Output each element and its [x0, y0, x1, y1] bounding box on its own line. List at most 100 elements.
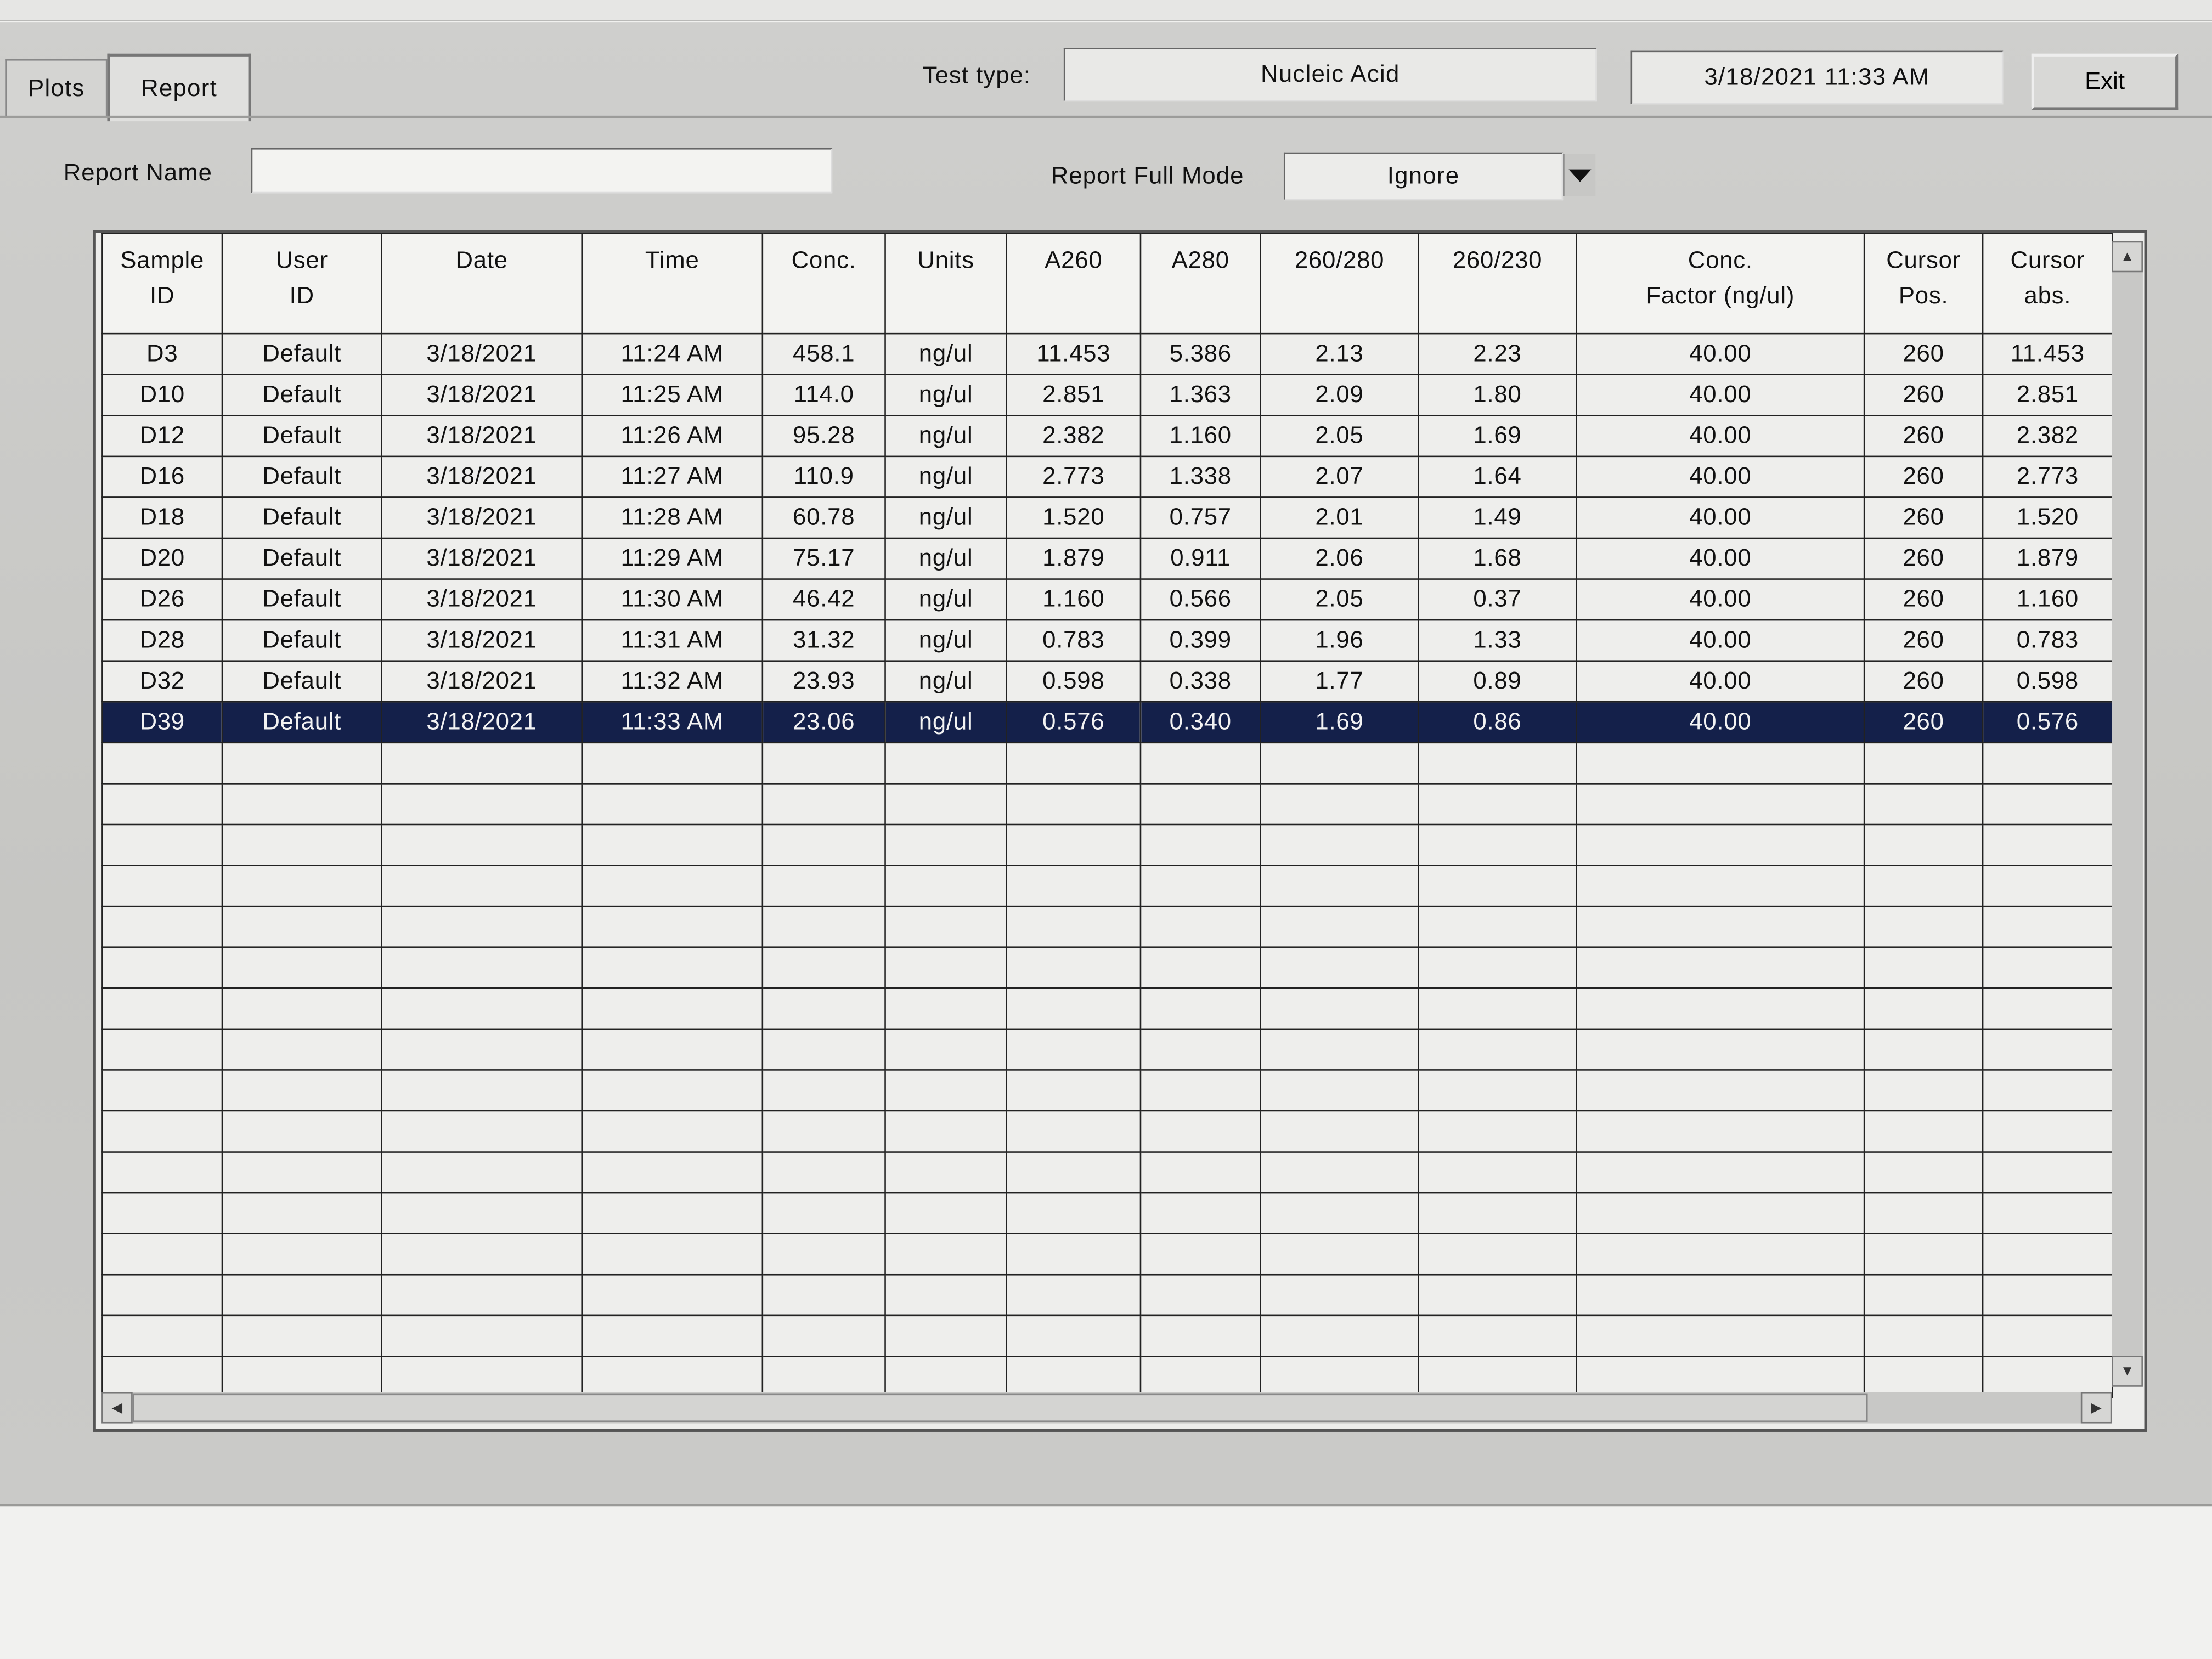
- table-row[interactable]: D32 Default 3/18/2021 11:32 AM 23.93 ng/ul 0.5…: [101, 660, 2113, 703]
- table-cell: D20: [101, 537, 223, 580]
- empty-cell: [101, 1356, 223, 1398]
- empty-cell: [1418, 823, 1577, 866]
- table-cell: 11:31 AM: [581, 619, 764, 662]
- empty-cell: [1418, 987, 1577, 1030]
- tab-plots[interactable]: Plots: [5, 59, 108, 117]
- empty-cell: [1982, 1273, 2113, 1317]
- empty-table-row[interactable]: [101, 987, 2113, 1030]
- column-header[interactable]: 260/230: [1418, 233, 1577, 335]
- table-row[interactable]: D39 Default 3/18/2021 11:33 AM 23.06 ng/ul 0.5…: [101, 701, 2113, 744]
- empty-table-row[interactable]: [101, 823, 2113, 866]
- column-header[interactable]: User ID: [221, 233, 382, 335]
- empty-table-row[interactable]: [101, 1151, 2113, 1194]
- empty-table-row[interactable]: [101, 865, 2113, 907]
- column-header[interactable]: Time: [581, 233, 764, 335]
- empty-table-row[interactable]: [101, 1069, 2113, 1112]
- report-full-mode-select[interactable]: Ignore: [1283, 152, 1564, 201]
- empty-cell: [381, 1233, 583, 1276]
- table-cell: 40.00: [1576, 537, 1865, 580]
- table-row[interactable]: D28 Default 3/18/2021 11:31 AM 31.32 ng/ul 0.7…: [101, 619, 2113, 662]
- empty-table-row[interactable]: [101, 1356, 2113, 1398]
- empty-table-row[interactable]: [101, 1273, 2113, 1317]
- column-header[interactable]: Cursor abs.: [1982, 233, 2113, 335]
- table-row[interactable]: D3 Default 3/18/2021 11:24 AM 458.1 ng/ul 11.4…: [101, 332, 2113, 375]
- empty-table-row[interactable]: [101, 1192, 2113, 1234]
- table-row[interactable]: D18 Default 3/18/2021 11:28 AM 60.78 ng/ul 1.5…: [101, 496, 2113, 539]
- empty-cell: [221, 1273, 382, 1317]
- empty-cell: [1982, 1314, 2113, 1357]
- table-row[interactable]: D12 Default 3/18/2021 11:26 AM 95.28 ng/ul 2.3…: [101, 414, 2113, 458]
- table-cell: 5.386: [1139, 332, 1261, 375]
- empty-cell: [1260, 1356, 1419, 1398]
- empty-cell: [581, 1151, 764, 1194]
- table-cell: 11:32 AM: [581, 660, 764, 703]
- dropdown-arrow-button[interactable]: [1563, 154, 1596, 196]
- empty-table-row[interactable]: [101, 1110, 2113, 1153]
- scroll-left-button[interactable]: ◀: [101, 1392, 133, 1424]
- column-header[interactable]: Date: [381, 233, 583, 335]
- table-cell: 2.01: [1260, 496, 1419, 539]
- column-header[interactable]: Conc.: [761, 233, 886, 335]
- empty-cell: [101, 823, 223, 866]
- empty-cell: [1863, 742, 1984, 785]
- horizontal-scroll-thumb[interactable]: [132, 1393, 1868, 1422]
- table-cell: 40.00: [1576, 374, 1865, 416]
- empty-cell: [101, 742, 223, 785]
- empty-cell: [381, 1314, 583, 1357]
- column-header[interactable]: Units: [884, 233, 1007, 335]
- empty-cell: [761, 742, 886, 785]
- empty-table-row[interactable]: [101, 1233, 2113, 1276]
- table-cell: 0.86: [1418, 701, 1577, 744]
- table-cell: 260: [1863, 374, 1984, 416]
- report-name-input[interactable]: [251, 148, 833, 194]
- table-row[interactable]: D16 Default 3/18/2021 11:27 AM 110.9 ng/ul 2.7…: [101, 455, 2113, 498]
- table-cell: 260: [1863, 537, 1984, 580]
- table-cell: 0.37: [1418, 578, 1577, 621]
- arrow-left-icon: ◀: [111, 1400, 123, 1416]
- empty-cell: [1863, 865, 1984, 907]
- table-cell: D18: [101, 496, 223, 539]
- table-cell: 3/18/2021: [381, 619, 583, 662]
- column-header[interactable]: Cursor Pos.: [1863, 233, 1984, 335]
- column-header[interactable]: Conc. Factor (ng/ul): [1576, 233, 1865, 335]
- empty-table-row[interactable]: [101, 1028, 2113, 1071]
- empty-table-row[interactable]: [101, 946, 2113, 989]
- empty-cell: [101, 1273, 223, 1317]
- empty-cell: [761, 1192, 886, 1234]
- column-header[interactable]: 260/280: [1260, 233, 1419, 335]
- column-header-line: ID: [150, 282, 175, 309]
- empty-cell: [221, 865, 382, 907]
- empty-cell: [884, 987, 1007, 1030]
- column-header[interactable]: A280: [1139, 233, 1261, 335]
- empty-table-row[interactable]: [101, 742, 2113, 785]
- empty-cell: [1982, 1069, 2113, 1112]
- empty-cell: [1982, 865, 2113, 907]
- empty-cell: [884, 1356, 1007, 1398]
- table-cell: 40.00: [1576, 619, 1865, 662]
- empty-cell: [1139, 1356, 1261, 1398]
- empty-table-row[interactable]: [101, 783, 2113, 826]
- empty-table-row[interactable]: [101, 1314, 2113, 1357]
- scroll-right-button[interactable]: ▶: [2080, 1392, 2112, 1424]
- tab-report[interactable]: Report: [107, 53, 251, 122]
- exit-button[interactable]: Exit: [2031, 53, 2179, 110]
- empty-cell: [1260, 1028, 1419, 1071]
- table-row[interactable]: D26 Default 3/18/2021 11:30 AM 46.42 ng/ul 1.1…: [101, 578, 2113, 621]
- vertical-scrollbar[interactable]: ▲ ▼: [2112, 241, 2143, 1387]
- table-cell: 0.783: [1006, 619, 1142, 662]
- horizontal-scrollbar[interactable]: ◀ ▶: [101, 1392, 2112, 1424]
- empty-cell: [581, 1028, 764, 1071]
- column-header[interactable]: A260: [1006, 233, 1142, 335]
- empty-table-row[interactable]: [101, 905, 2113, 948]
- empty-cell: [1139, 823, 1261, 866]
- empty-cell: [761, 1028, 886, 1071]
- table-row[interactable]: D10 Default 3/18/2021 11:25 AM 114.0 ng/ul 2.8…: [101, 374, 2113, 416]
- scroll-up-button[interactable]: ▲: [2112, 241, 2143, 273]
- empty-cell: [761, 865, 886, 907]
- table-cell: 1.160: [1006, 578, 1142, 621]
- empty-cell: [1418, 1233, 1577, 1276]
- empty-cell: [1006, 946, 1142, 989]
- table-row[interactable]: D20 Default 3/18/2021 11:29 AM 75.17 ng/ul 1.8…: [101, 537, 2113, 580]
- column-header[interactable]: Sample ID: [101, 233, 223, 335]
- scroll-down-button[interactable]: ▼: [2112, 1356, 2143, 1387]
